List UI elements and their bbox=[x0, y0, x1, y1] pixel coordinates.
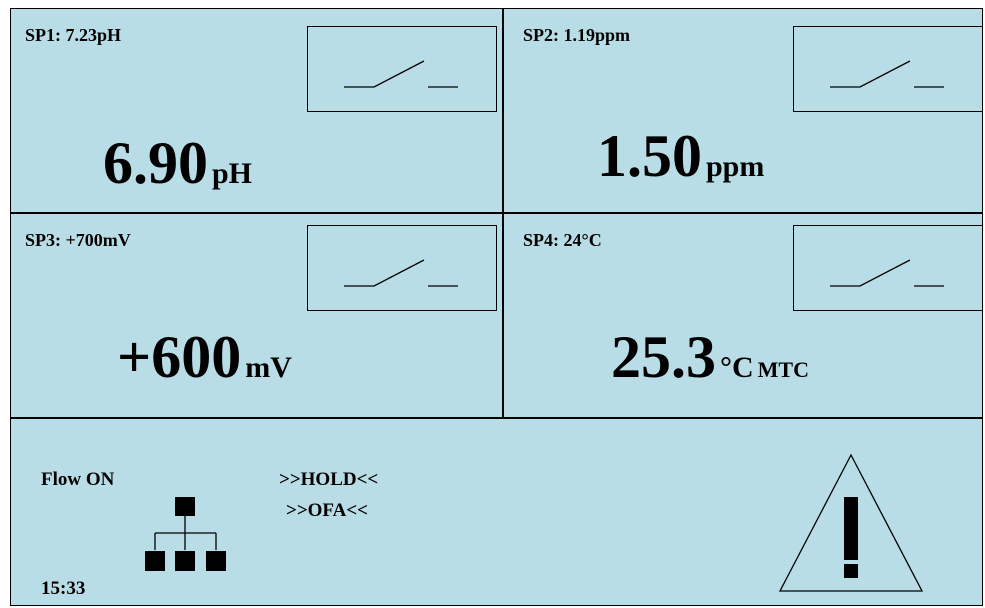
reading-unit-4: °C bbox=[720, 351, 754, 384]
reading-number-4: 25.3 bbox=[611, 324, 716, 390]
reading-unit-1: pH bbox=[212, 157, 253, 190]
network-tree-icon bbox=[145, 497, 226, 571]
reading-number-2: 1.50 bbox=[597, 123, 702, 189]
reading-number-3: +600 bbox=[117, 324, 242, 390]
reading-number-1: 6.90 bbox=[103, 130, 208, 196]
divider-horizontal-middle bbox=[11, 212, 982, 214]
relay-switch-open-icon bbox=[307, 225, 497, 311]
reading-unit-2: ppm bbox=[706, 150, 765, 183]
relay-switch-open-icon bbox=[793, 225, 983, 311]
compensation-mode: MTC bbox=[757, 357, 809, 382]
measurement-value-3: +600 mV bbox=[117, 323, 292, 392]
divider-vertical bbox=[502, 9, 504, 419]
ofa-status: >>OFA<< bbox=[286, 500, 369, 521]
measurement-value-4: 25.3 °C MTC bbox=[611, 323, 809, 392]
divider-horizontal-bottom bbox=[11, 417, 982, 419]
measurement-value-1: 6.90 pH bbox=[103, 129, 252, 198]
transmitter-display: SP1: 7.23pH 6.90 pH SP2: 1.19ppm 1.50 pp… bbox=[10, 8, 983, 606]
flow-status: Flow ON bbox=[41, 469, 115, 490]
setpoint-label-1: SP1: 7.23pH bbox=[25, 25, 122, 45]
reading-unit-3: mV bbox=[245, 351, 292, 384]
clock-time: 15:33 bbox=[41, 578, 86, 599]
setpoint-label-4: SP4: 24°C bbox=[523, 230, 602, 250]
relay-switch-open-icon bbox=[793, 26, 983, 112]
warning-triangle-icon bbox=[778, 453, 924, 592]
setpoint-label-3: SP3: +700mV bbox=[25, 230, 131, 250]
relay-switch-open-icon bbox=[307, 26, 497, 112]
hold-status: >>HOLD<< bbox=[279, 469, 379, 490]
measurement-value-2: 1.50 ppm bbox=[597, 122, 764, 191]
setpoint-label-2: SP2: 1.19ppm bbox=[523, 25, 631, 45]
